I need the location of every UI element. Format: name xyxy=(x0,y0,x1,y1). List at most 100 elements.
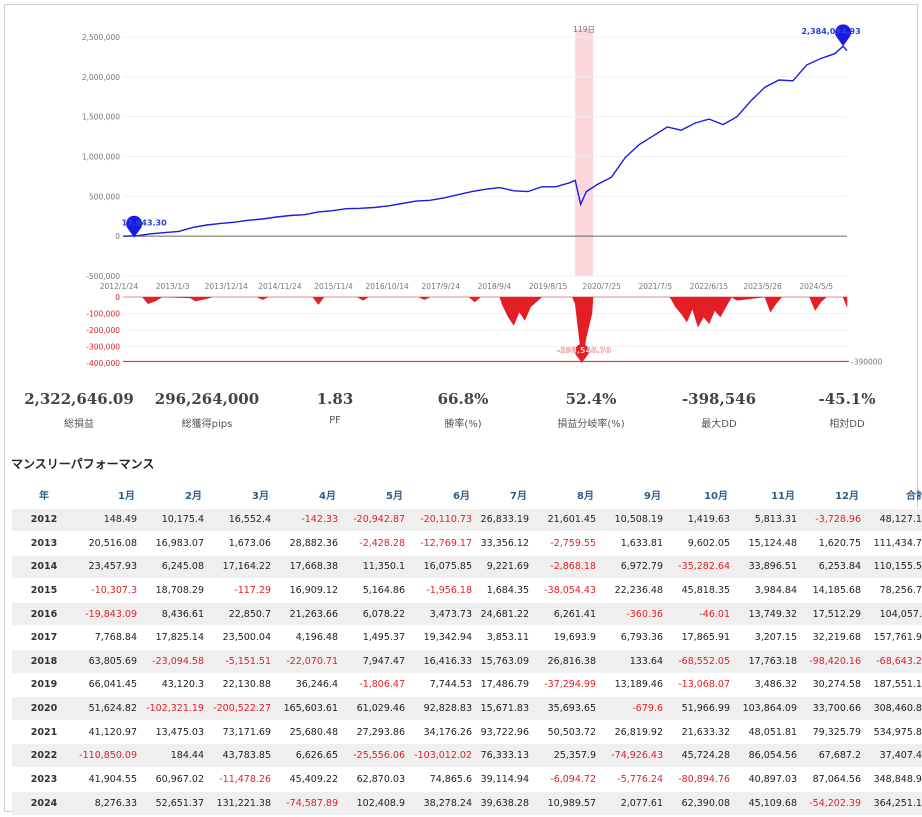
value-cell: -1,806.47 xyxy=(344,672,411,697)
value-cell: 111,434.78 xyxy=(867,531,922,556)
value-cell: 51,624.82 xyxy=(76,696,143,721)
value-cell: 41,120.97 xyxy=(76,719,143,744)
value-cell: 9,602.05 xyxy=(669,531,736,556)
value-cell: 74,865.6 xyxy=(411,767,478,792)
equity-line xyxy=(122,45,848,237)
value-cell: 10,175.4 xyxy=(143,507,210,532)
value-cell: -200,522.27 xyxy=(210,696,277,721)
value-cell: -2,428.28 xyxy=(344,531,411,556)
value-cell: -19,843.09 xyxy=(76,601,143,626)
value-cell: 3,984.84 xyxy=(736,578,803,603)
x-tick-label: 2014/11/24 xyxy=(258,282,301,291)
value-cell: 27,293.86 xyxy=(344,719,411,744)
value-cell: 3,473.73 xyxy=(411,601,478,626)
column-header: 3月 xyxy=(252,490,269,502)
table-row: 2014 23,457.93 6,245.08 17,164.22 17,668.38 1… xyxy=(12,554,922,579)
column-header: 10月 xyxy=(704,490,728,502)
y-tick-label: 2,000,000 xyxy=(82,73,120,82)
x-tick-label: 2022/6/15 xyxy=(690,282,729,291)
year-cell: 2020 xyxy=(12,696,76,721)
value-cell: -74,926.43 xyxy=(602,743,669,768)
value-cell: 21,601.45 xyxy=(535,507,602,532)
table-row: 2012 148.49 10,175.4 16,552.4 -142.33 -20,942… xyxy=(12,507,922,532)
value-cell: 1,684.35 xyxy=(478,578,535,603)
highlight-label: 119日 xyxy=(573,25,595,34)
value-cell: 6,793.36 xyxy=(602,625,669,650)
value-cell: 1,495.37 xyxy=(344,625,411,650)
monthly-performance-table-wrap: 年 1月 2月 3月 4月 5月 6月 7月 8月 9月 10月 11月 12月 合計 2012 148.4… xyxy=(12,481,922,815)
y-tick-label: 0 xyxy=(115,232,120,241)
value-cell: 10,989.57 xyxy=(535,790,602,815)
year-cell: 2017 xyxy=(12,625,76,650)
value-cell: 9,221.69 xyxy=(478,554,535,579)
value-cell: 348,848.97 xyxy=(867,767,922,792)
table-row: 2016 -19,843.09 8,436.61 22,850.7 21,263.66 6… xyxy=(12,601,922,626)
value-cell: 45,724.28 xyxy=(669,743,736,768)
value-cell: 17,512.29 xyxy=(803,601,867,626)
value-cell: 48,127.17 xyxy=(867,507,922,532)
value-cell: 86,054.56 xyxy=(736,743,803,768)
column-header: 8月 xyxy=(577,490,594,502)
value-cell: 34,176.26 xyxy=(411,719,478,744)
value-cell: 21,263.66 xyxy=(277,601,344,626)
y-tick-label: 500,000 xyxy=(89,192,120,201)
column-header: 6月 xyxy=(453,490,470,502)
x-tick-label: 2023/5/26 xyxy=(743,282,782,291)
value-cell: 2,077.61 xyxy=(602,790,669,815)
column-header: 合計 xyxy=(906,490,922,502)
value-cell: 61,029.46 xyxy=(344,696,411,721)
value-cell: 26,833.19 xyxy=(478,507,535,532)
value-cell: 17,763.18 xyxy=(736,649,803,674)
table-row: 2020 51,624.82 -102,321.19 -200,522.27 165,6… xyxy=(12,696,922,721)
value-cell: 184.44 xyxy=(143,743,210,768)
value-cell: 62,390.08 xyxy=(669,790,736,815)
dd-reference-label: -390000 xyxy=(851,357,883,366)
value-cell: 92,828.83 xyxy=(411,696,478,721)
drawdown-chart: 0 -100,000 -200,000 -300,000 -400,000 -390000… xyxy=(86,293,882,368)
peak-marker xyxy=(835,24,852,47)
value-cell: 14,185.68 xyxy=(803,578,867,603)
x-tick-label: 2024/5/5 xyxy=(799,282,833,291)
value-cell: 148.49 xyxy=(76,507,143,532)
value-cell: 76,333.13 xyxy=(478,743,535,768)
value-cell: 165,603.61 xyxy=(277,696,344,721)
value-cell: -103,012.02 xyxy=(411,743,478,768)
equity-chart: 119日 2,500,000 2,000,000 1,500,000 1,000,000… xyxy=(82,24,861,291)
value-cell: 110,155.57 xyxy=(867,554,922,579)
year-cell: 2014 xyxy=(12,554,76,579)
value-cell: 30,274.58 xyxy=(803,672,867,697)
value-cell: 102,408.9 xyxy=(344,790,411,815)
table-row: 2021 41,120.97 13,475.03 73,171.69 25,680.48… xyxy=(12,719,922,744)
table-row: 2019 66,041.45 43,120.3 22,130.88 36,246.4 -1… xyxy=(12,672,922,697)
value-cell: 33,700.66 xyxy=(803,696,867,721)
start-marker-label: 17,943.30 xyxy=(122,219,167,228)
max-dd-label: -398,545.70 xyxy=(557,346,611,355)
value-cell: -80,894.76 xyxy=(669,767,736,792)
value-cell: 104,057.7 xyxy=(867,601,922,626)
value-cell: 51,966.99 xyxy=(669,696,736,721)
value-cell: 52,651.37 xyxy=(143,790,210,815)
value-cell: -2,759.55 xyxy=(535,531,602,556)
value-cell: 45,818.35 xyxy=(669,578,736,603)
table-row: 2015 -10,307.3 18,708.29 -117.29 16,909.12 5,… xyxy=(12,578,922,603)
value-cell: 18,708.29 xyxy=(143,578,210,603)
value-cell: 3,486.32 xyxy=(736,672,803,697)
value-cell: -142.33 xyxy=(277,507,344,532)
highlight-band xyxy=(575,29,594,276)
value-cell: -13,068.07 xyxy=(669,672,736,697)
value-cell: 19,693.9 xyxy=(535,625,602,650)
column-header: 7月 xyxy=(510,490,527,502)
stat-item: -45.1% 相対DD xyxy=(787,387,907,437)
year-cell: 2015 xyxy=(12,578,76,603)
value-cell: 6,245.08 xyxy=(143,554,210,579)
dd-y-tick-label: -100,000 xyxy=(86,310,120,319)
table-row: 2024 8,276.33 52,651.37 131,221.38 -74,587.8… xyxy=(12,790,922,815)
value-cell: 6,626.65 xyxy=(277,743,344,768)
value-cell: 13,189.46 xyxy=(602,672,669,697)
value-cell: 3,853.11 xyxy=(478,625,535,650)
value-cell: 1,673.06 xyxy=(210,531,277,556)
value-cell: 7,744.53 xyxy=(411,672,478,697)
value-cell: 16,075.85 xyxy=(411,554,478,579)
value-cell: 43,783.85 xyxy=(210,743,277,768)
value-cell: 87,064.56 xyxy=(803,767,867,792)
